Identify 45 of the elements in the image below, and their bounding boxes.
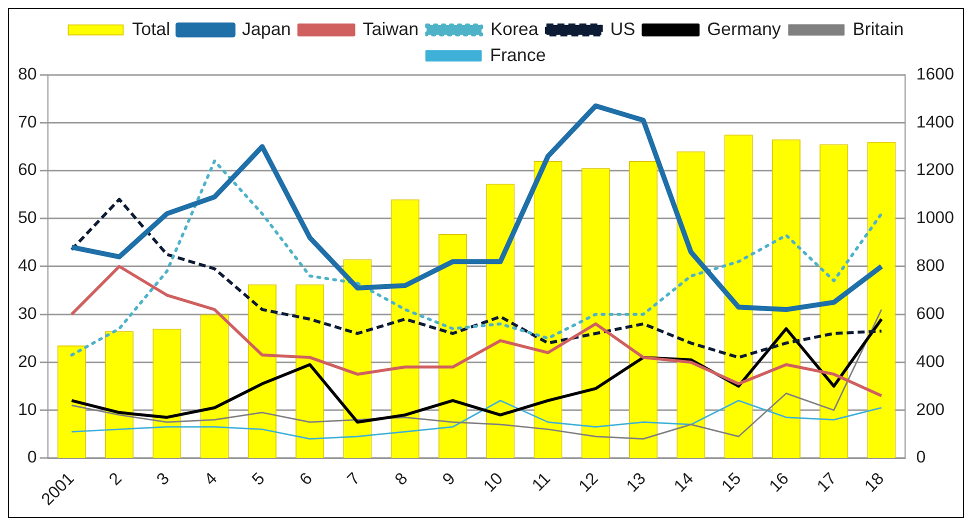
y2-tick-label: 800 xyxy=(916,256,945,276)
y-tick-label: 40 xyxy=(18,256,37,276)
x-tick-label: 7 xyxy=(343,468,364,489)
x-tick-label: 17 xyxy=(813,468,840,496)
legend-label: Germany xyxy=(707,18,781,39)
y-tick-label: 10 xyxy=(18,400,37,419)
legend-label: France xyxy=(490,44,546,65)
y2-tick-label: 1000 xyxy=(916,208,954,228)
x-tick-label: 5 xyxy=(248,468,268,489)
legend-label: Japan xyxy=(242,18,291,39)
x-tick-label: 14 xyxy=(670,468,698,496)
legend-label: Britain xyxy=(852,18,904,39)
x-tick-label: 11 xyxy=(528,468,554,495)
legend-label: Korea xyxy=(490,18,538,39)
y-tick-label: 30 xyxy=(18,304,37,323)
y-tick-label: 70 xyxy=(18,112,37,132)
y-tick-label: 80 xyxy=(18,64,37,84)
y2-tick-label: 1200 xyxy=(916,160,954,180)
legend-label: Taiwan xyxy=(362,18,419,39)
y2-tick-label: 600 xyxy=(916,304,945,323)
line-series xyxy=(70,198,883,359)
x-tick-label: 15 xyxy=(718,468,745,496)
y-tick-label: 60 xyxy=(18,160,37,180)
x-tick-label: 4 xyxy=(200,468,221,489)
x-tick-label: 2 xyxy=(105,468,126,489)
x-tick-label: 3 xyxy=(152,468,174,489)
x-tick-label: 13 xyxy=(622,468,650,496)
y2-tick-label: 1600 xyxy=(916,64,954,84)
line-series xyxy=(70,159,883,357)
legend-label: Total xyxy=(132,18,170,39)
x-tick-label: 6 xyxy=(296,468,316,489)
x-tick-label: 12 xyxy=(575,468,602,496)
y2-tick-label: 0 xyxy=(916,448,926,467)
x-tick-label: 8 xyxy=(391,468,412,489)
y2-tick-label: 200 xyxy=(916,400,945,419)
x-tick-label: 10 xyxy=(480,468,507,496)
x-tick-label: 16 xyxy=(766,468,792,496)
y-tick-label: 20 xyxy=(18,352,37,371)
y2-tick-label: 400 xyxy=(916,352,945,371)
y2-tick-label: 1400 xyxy=(916,112,954,132)
y-tick-label: 50 xyxy=(18,208,37,228)
x-tick-label: 18 xyxy=(860,468,888,496)
legend-label: US xyxy=(610,18,636,39)
x-tick-label: 9 xyxy=(438,468,459,489)
y-tick-label: 0 xyxy=(27,448,37,467)
